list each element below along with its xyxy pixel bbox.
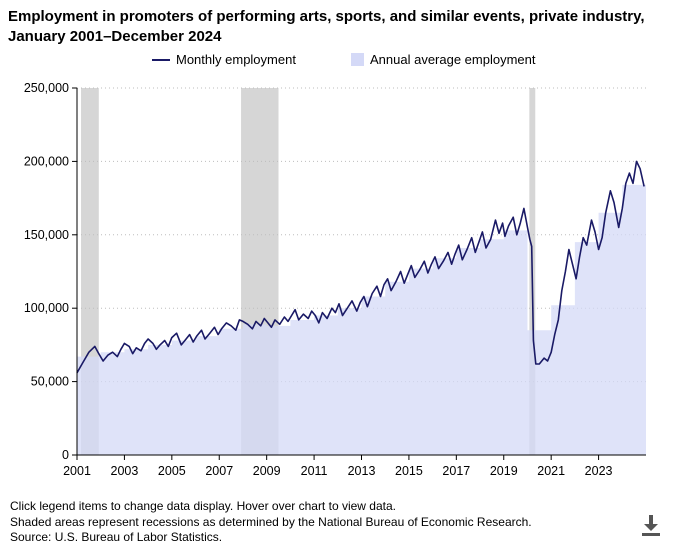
y-axis-tick-labels: 0 50,000 100,000 150,000 200,000 250,000 [24, 81, 77, 462]
x-tick-label-2017: 2017 [442, 464, 470, 478]
annual-average-area [77, 184, 646, 455]
footnote-source: Source: U.S. Bureau of Labor Statistics. [10, 530, 223, 544]
footnotes: Click legend items to change data displa… [10, 499, 532, 546]
footnote-instructions: Click legend items to change data displa… [10, 499, 396, 513]
monthly-employment-series [76, 160, 645, 374]
x-tick-label-2011: 2011 [301, 464, 328, 478]
y-tick-label-200000: 200,000 [24, 154, 69, 168]
legend-area-swatch [351, 53, 364, 66]
x-tick-label-2019: 2019 [490, 464, 518, 478]
x-tick-label-2021: 2021 [537, 464, 565, 478]
chart-plot[interactable]: 0 50,000 100,000 150,000 200,000 250,000 2001… [0, 80, 680, 480]
legend-label-annual: Annual average employment [370, 52, 536, 67]
chart-title-line-2: January 2001–December 2024 [8, 28, 222, 45]
legend-label-monthly: Monthly employment [176, 52, 296, 67]
legend-item-monthly[interactable]: Monthly employment [152, 52, 296, 67]
x-tick-label-2007: 2007 [205, 464, 233, 478]
x-tick-label-2009: 2009 [253, 464, 281, 478]
y-tick-label-50000: 50,000 [31, 375, 69, 389]
legend-line-swatch [152, 58, 170, 61]
x-tick-label-2023: 2023 [585, 464, 613, 478]
y-tick-label-100000: 100,000 [24, 301, 69, 315]
x-tick-label-2003: 2003 [111, 464, 139, 478]
y-tick-label-150000: 150,000 [24, 228, 69, 242]
chart-title: Employment in promoters of performing ar… [8, 7, 672, 47]
y-tick-label-0: 0 [62, 448, 69, 462]
x-tick-label-2013: 2013 [348, 464, 376, 478]
monthly-employment-line [76, 160, 645, 374]
x-tick-label-2015: 2015 [395, 464, 423, 478]
download-button[interactable] [640, 514, 662, 538]
annual-average-steps [77, 184, 646, 455]
legend-item-annual[interactable]: Annual average employment [351, 52, 536, 67]
footnote-recessions: Shaded areas represent recessions as det… [10, 514, 532, 529]
legend: Monthly employment Annual average employ… [0, 52, 680, 70]
y-tick-label-250000: 250,000 [24, 81, 69, 95]
x-tick-label-2001: 2001 [63, 464, 91, 478]
download-icon [642, 515, 660, 536]
x-tick-label-2005: 2005 [158, 464, 186, 478]
chart-title-line-1: Employment in promoters of performing ar… [8, 8, 645, 25]
x-axis-tick-labels: 2001 2003 2005 2007 2009 2011 2013 2015 2017 2019… [63, 455, 613, 478]
